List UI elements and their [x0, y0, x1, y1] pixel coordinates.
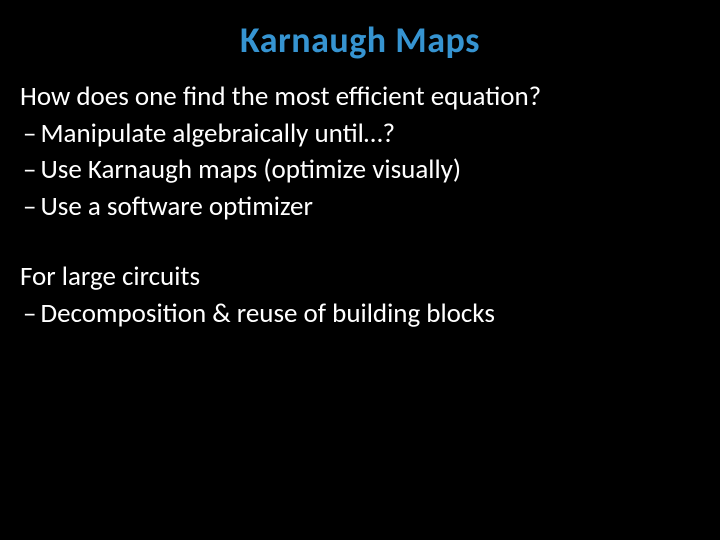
- bullet-dash: –: [23, 190, 36, 225]
- bullet-text: Use Karnaugh maps (optimize visually): [40, 153, 461, 186]
- bullet-item: –Manipulate algebraically until…?: [20, 117, 700, 152]
- bullet-item: –Decomposition & reuse of building block…: [20, 297, 700, 332]
- slide-title: Karnaugh Maps: [20, 18, 700, 62]
- slide-container: Karnaugh Maps How does one find the most…: [0, 0, 720, 540]
- bullet-dash: –: [23, 117, 36, 152]
- slide-body: How does one find the most efficient equ…: [20, 80, 700, 331]
- section2-intro: For large circuits: [20, 260, 700, 295]
- bullet-item: –Use Karnaugh maps (optimize visually): [20, 153, 700, 188]
- bullet-text: Use a software optimizer: [40, 190, 312, 223]
- section-gap: [20, 226, 700, 260]
- section1-intro: How does one find the most efficient equ…: [20, 80, 700, 115]
- bullet-text: Decomposition & reuse of building blocks: [40, 297, 494, 330]
- bullet-item: –Use a software optimizer: [20, 190, 700, 225]
- bullet-dash: –: [23, 297, 36, 332]
- bullet-text: Manipulate algebraically until…?: [40, 117, 395, 150]
- bullet-dash: –: [23, 153, 36, 188]
